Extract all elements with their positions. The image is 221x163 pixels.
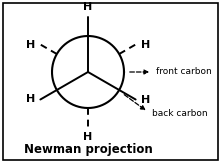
Text: back carbon: back carbon	[152, 109, 208, 118]
Text: Newman projection: Newman projection	[24, 143, 152, 156]
Text: H: H	[26, 39, 35, 50]
Text: H: H	[26, 95, 35, 104]
Text: H: H	[141, 95, 150, 104]
Text: front carbon: front carbon	[156, 67, 212, 76]
Text: H: H	[83, 2, 93, 12]
Text: H: H	[83, 132, 93, 142]
Text: H: H	[141, 39, 150, 50]
